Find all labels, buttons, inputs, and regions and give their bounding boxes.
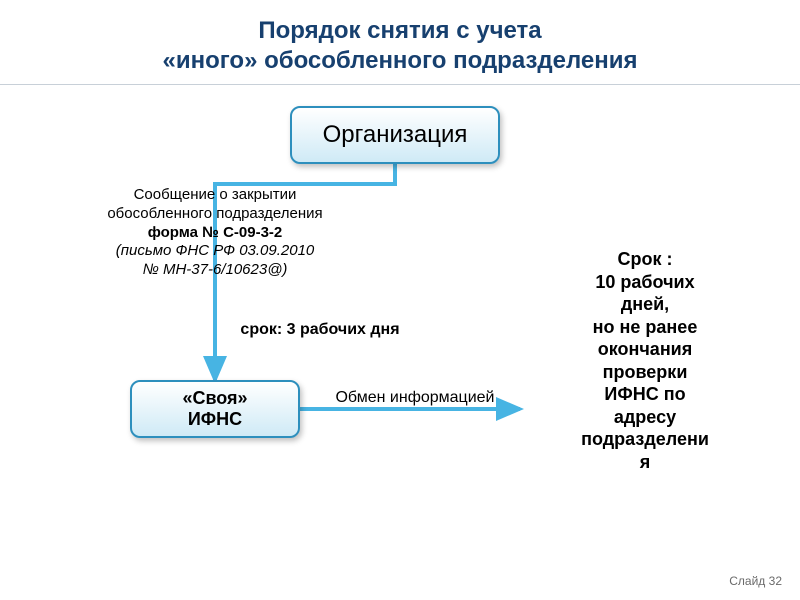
msg-l2: обособленного подразделения — [107, 205, 322, 222]
right-l7: ИФНС по — [604, 384, 685, 404]
exchange-text: Обмен информацией — [335, 389, 494, 406]
right-l9: подразделени — [581, 429, 709, 449]
slide-number: Слайд 32 — [729, 574, 782, 588]
annotation-message: Сообщение о закрытии обособленного подра… — [80, 186, 350, 280]
right-l10: я — [640, 452, 651, 472]
title-line1: Порядок снятия с учета — [258, 17, 541, 44]
title-underline — [0, 84, 800, 85]
right-l5: окончания — [598, 339, 693, 359]
right-l1: Срок : — [618, 249, 673, 269]
msg-l1: Сообщение о закрытии — [134, 186, 297, 203]
node-organization: Организация — [290, 106, 500, 164]
right-l4: но не ранее — [593, 317, 698, 337]
msg-l3: форма № С-09-3-2 — [148, 224, 283, 241]
title-line2: «иного» обособленного подразделения — [162, 47, 637, 74]
node-own-line1: «Своя» — [182, 388, 247, 409]
right-l8: адресу — [614, 407, 676, 427]
node-organization-label: Организация — [323, 121, 468, 149]
right-l6: проверки — [603, 362, 688, 382]
right-l2: 10 рабочих — [595, 272, 694, 292]
annotation-exchange: Обмен информацией — [315, 388, 515, 408]
slide-number-text: Слайд 32 — [729, 574, 782, 588]
msg-l4: (письмо ФНС РФ 03.09.2010 — [116, 242, 315, 259]
msg-l5: № МН-37-6/10623@) — [143, 261, 288, 278]
right-l3: дней, — [621, 294, 669, 314]
srok3-value: 3 рабочих дня — [287, 321, 400, 338]
annotation-deadline-right: Срок : 10 рабочих дней, но не ранее окон… — [540, 248, 750, 473]
annotation-deadline-3days: срок: 3 рабочих дня — [210, 320, 430, 340]
node-own-ifns: «Своя» ИФНС — [130, 380, 300, 438]
srok3-label: срок: — [240, 321, 282, 338]
node-own-line2: ИФНС — [188, 409, 242, 430]
page-title: Порядок снятия с учета «иного» обособлен… — [0, 16, 800, 76]
